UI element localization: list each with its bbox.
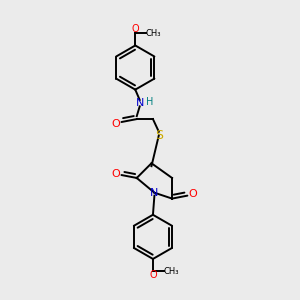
Text: N: N [136, 98, 144, 108]
Text: H: H [146, 97, 154, 107]
Text: O: O [112, 169, 121, 178]
Text: O: O [131, 24, 139, 34]
Text: S: S [155, 129, 163, 142]
Text: CH₃: CH₃ [146, 28, 161, 38]
Text: O: O [112, 119, 121, 129]
Text: O: O [188, 189, 197, 199]
Text: N: N [150, 188, 159, 198]
Text: O: O [149, 270, 157, 280]
Text: CH₃: CH₃ [164, 267, 179, 276]
